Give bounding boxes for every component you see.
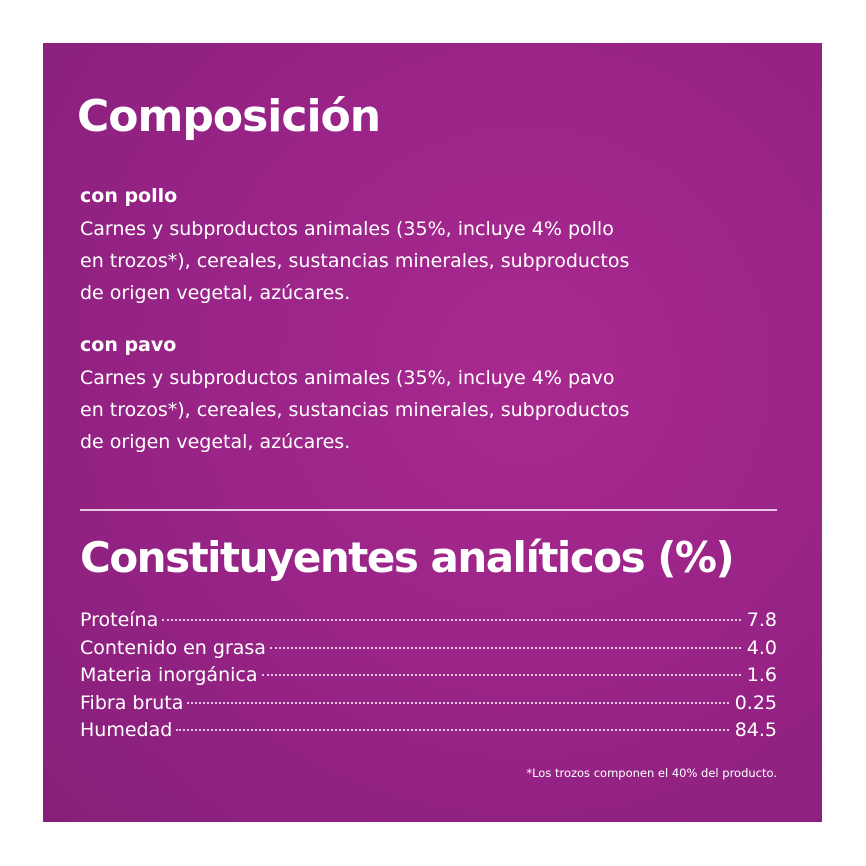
table-row: Contenido en grasa 4.0 [80, 635, 777, 663]
variant-chicken: con pollo Carnes y subproductos animales… [80, 183, 680, 309]
dot-leader [176, 729, 729, 731]
variant-turkey-ingredients: Carnes y subproductos animales (35%, inc… [80, 362, 680, 458]
ingredients-line: de origen vegetal, azúcares. [80, 431, 351, 453]
ingredients-line: Carnes y subproductos animales (35%, inc… [80, 218, 614, 240]
row-value: 1.6 [746, 664, 777, 686]
footnote: *Los trozos componen el 40% del producto… [526, 766, 777, 780]
row-value: 84.5 [734, 719, 777, 741]
row-label: Materia inorgánica [80, 664, 258, 686]
table-row: Proteína 7.8 [80, 607, 777, 635]
analytics-title: Constituyentes analíticos (%) [80, 533, 735, 582]
row-label: Humedad [80, 719, 173, 741]
row-label: Proteína [80, 609, 159, 631]
variant-turkey-name: con pavo [80, 334, 177, 356]
dot-leader [187, 701, 729, 704]
ingredients-line: Carnes y subproductos animales (35%, inc… [80, 367, 615, 389]
row-value: 4.0 [746, 636, 777, 659]
row-value: 0.25 [734, 691, 777, 714]
table-row: Humedad 84.5 [80, 717, 777, 745]
dot-leader [261, 674, 741, 676]
row-value: 7.8 [746, 609, 777, 631]
ingredients-line: en trozos*), cereales, sustancias minera… [80, 250, 630, 272]
row-label: Fibra bruta [80, 691, 184, 714]
variant-chicken-ingredients: Carnes y subproductos animales (35%, inc… [80, 213, 680, 309]
row-label: Contenido en grasa [80, 636, 266, 659]
section-divider [80, 509, 777, 511]
ingredients-line: de origen vegetal, azúcares. [80, 282, 351, 304]
analytics-table: Proteína 7.8 Contenido en grasa 4.0 Mate… [80, 607, 777, 745]
ingredients-line: en trozos*), cereales, sustancias minera… [80, 399, 630, 421]
table-row: Materia inorgánica 1.6 [80, 662, 777, 690]
variant-chicken-name: con pollo [80, 185, 178, 207]
composition-panel: Composición con pollo Carnes y subproduc… [43, 43, 822, 822]
dot-leader [269, 646, 741, 649]
variant-turkey: con pavo Carnes y subproductos animales … [80, 332, 680, 458]
composition-title: Composición [77, 91, 381, 142]
dot-leader [162, 619, 741, 621]
table-row: Fibra bruta 0.25 [80, 690, 777, 718]
